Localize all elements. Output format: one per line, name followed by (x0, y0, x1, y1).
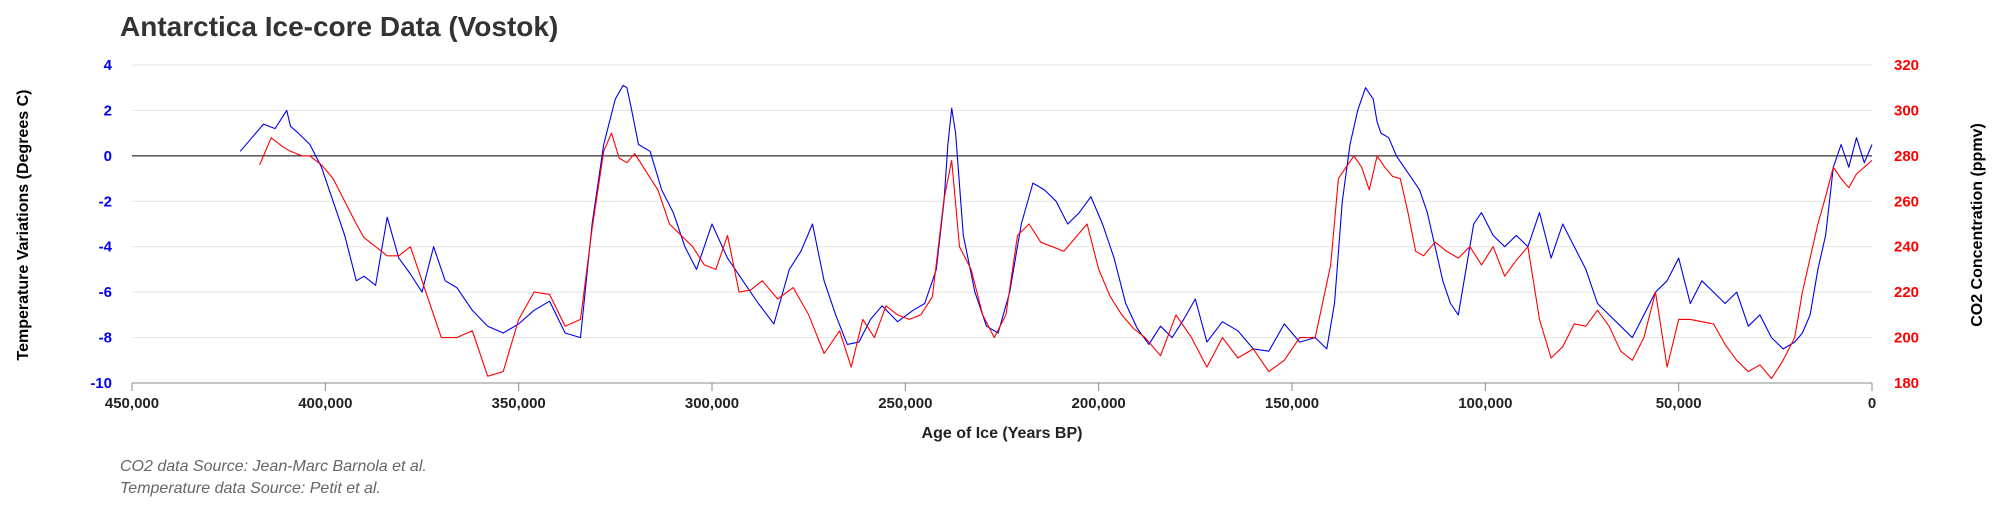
x-tick-label: 350,000 (492, 395, 546, 412)
x-tick-label: 200,000 (1072, 395, 1126, 412)
co2-series-line (259, 132, 1873, 380)
co2-source-note: CO2 data Source: Jean-Marc Barnola et al… (120, 458, 427, 475)
chart-title: Antarctica Ice-core Data (Vostok) (120, 11, 558, 42)
temperature-source-note: Temperature data Source: Petit et al. (120, 480, 381, 497)
y-left-tick-label: 4 (104, 57, 113, 74)
x-tick-label: 250,000 (878, 395, 932, 412)
y-left-tick-label: 2 (104, 102, 112, 119)
x-tick-label: 450,000 (105, 395, 159, 412)
y-right-tick-label: 280 (1894, 148, 1919, 165)
y-right-tick-label: 240 (1894, 239, 1919, 256)
y-right-tick-label: 220 (1894, 284, 1919, 301)
temperature-series-line (239, 84, 1873, 352)
y-left-tick-label: -2 (99, 193, 112, 210)
x-tick-label: 300,000 (685, 395, 739, 412)
y-right-tick-label: 200 (1894, 330, 1919, 347)
x-tick-label: 400,000 (298, 395, 352, 412)
x-axis-label: Age of Ice (Years BP) (922, 425, 1083, 442)
x-tick-label: 150,000 (1265, 395, 1319, 412)
y-right-tick-label: 180 (1894, 375, 1919, 392)
y-left-tick-label: -10 (90, 375, 112, 392)
y-right-tick-label: 260 (1894, 193, 1919, 210)
y-axis-label-left: Temperature Variations (Degrees C) (15, 90, 32, 361)
y-right-tick-label: 320 (1894, 57, 1919, 74)
x-tick-label: 50,000 (1656, 395, 1702, 412)
y-left-tick-label: -8 (99, 330, 112, 347)
x-tick-label: 100,000 (1458, 395, 1512, 412)
y-left-tick-label: -4 (99, 239, 113, 256)
y-left-tick-label: -6 (99, 284, 112, 301)
y-left-tick-label: 0 (104, 148, 112, 165)
y-right-tick-label: 300 (1894, 102, 1919, 119)
x-tick-label: 0 (1868, 395, 1876, 412)
y-axis-label-right: CO2 Concentration (ppmv) (1969, 123, 1986, 327)
